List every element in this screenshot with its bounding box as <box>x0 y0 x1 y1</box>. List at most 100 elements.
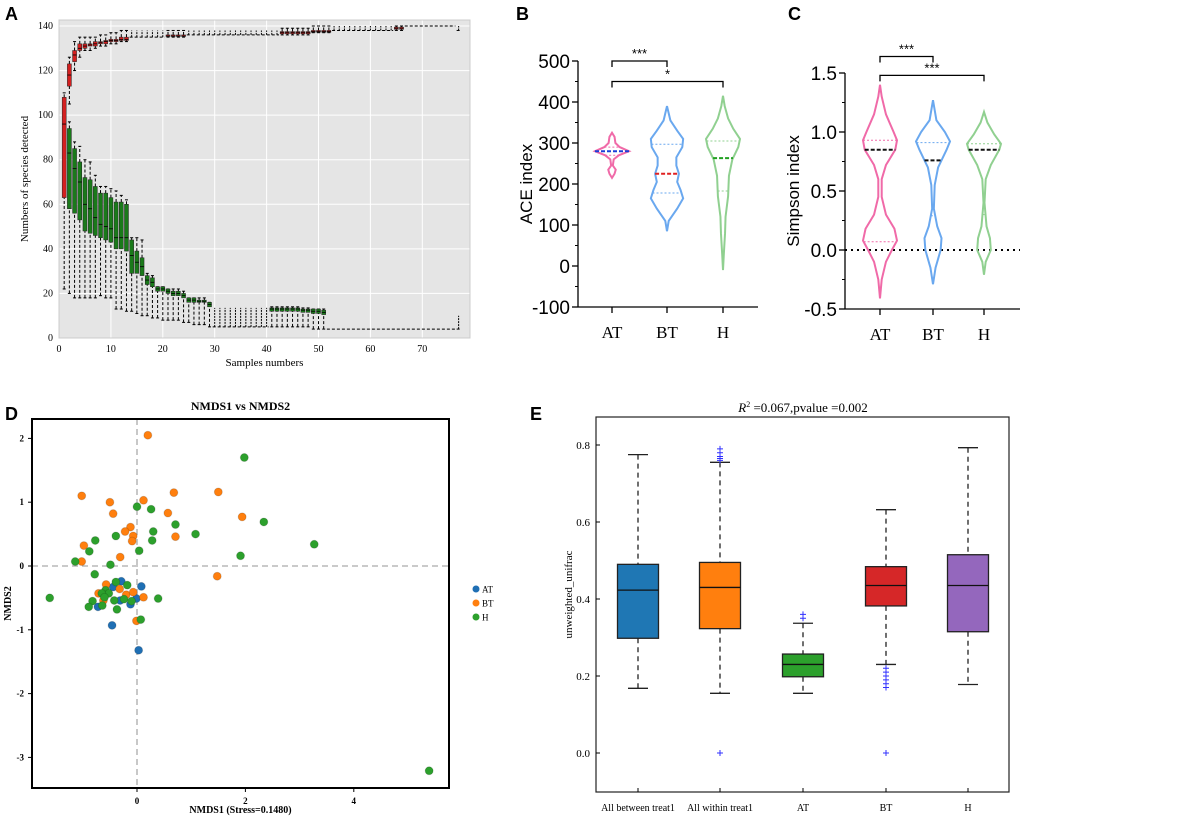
plot-background <box>59 20 470 338</box>
outlier-marker <box>883 684 889 691</box>
point-h <box>127 596 137 606</box>
x-tick-label: H <box>964 803 971 814</box>
point-bt <box>115 584 125 594</box>
box <box>93 186 98 236</box>
x-tick-label: 50 <box>314 344 324 355</box>
y-tick-label: 0 <box>20 561 25 571</box>
y-tick-label: 40 <box>43 244 53 255</box>
box <box>103 192 108 241</box>
box <box>129 239 134 274</box>
point-h <box>45 593 55 603</box>
point-h <box>111 577 121 587</box>
outlier-marker <box>717 750 723 756</box>
title-superscript: 2 <box>746 400 750 409</box>
x-axis-label: NMDS1 (Stress=0.1480) <box>189 805 291 816</box>
point-h <box>122 580 132 590</box>
box <box>295 307 300 312</box>
point-h <box>239 453 249 463</box>
title-r: R <box>737 400 746 415</box>
point-h <box>424 766 434 776</box>
y-axis-label: Numbers of species detected <box>19 115 31 242</box>
violin-bt <box>649 105 685 232</box>
box <box>61 97 67 198</box>
violin-at <box>861 84 899 299</box>
point-bt <box>212 571 222 581</box>
legend-label: H <box>482 613 489 623</box>
y-tick-label: -3 <box>17 752 25 762</box>
point-h <box>132 502 142 512</box>
significance-bracket <box>879 74 985 82</box>
panel-label: D <box>5 404 18 424</box>
point-h <box>119 594 129 604</box>
point-h <box>90 569 100 579</box>
box-2 <box>781 653 825 678</box>
point-bt <box>169 488 179 498</box>
box <box>124 204 129 252</box>
y-tick-label: 500 <box>538 52 570 73</box>
point-h <box>146 504 156 514</box>
y-tick-label: 20 <box>43 288 53 299</box>
violin-at <box>592 130 632 180</box>
point-h <box>70 557 80 567</box>
x-tick-label: H <box>717 323 729 342</box>
y-tick-label: 0 <box>559 257 570 278</box>
box <box>269 307 275 312</box>
y-tick-label: 0.5 <box>811 182 837 203</box>
point-h <box>84 602 94 612</box>
x-tick-label: 0 <box>135 796 140 806</box>
x-tick-label: BT <box>656 323 678 342</box>
box <box>124 36 129 41</box>
outlier-marker <box>800 611 806 618</box>
point-h <box>136 615 146 625</box>
legend-marker-at <box>472 585 480 593</box>
point-bt <box>108 509 118 519</box>
y-tick-label: -100 <box>532 298 570 319</box>
point-bt <box>163 508 173 518</box>
x-tick-label: 0 <box>57 344 62 355</box>
y-tick-label: -0.5 <box>804 300 837 321</box>
x-tick-label: AT <box>602 323 623 342</box>
chart-title: R2 =0.067,pvalue =0.002 <box>737 400 868 415</box>
violin-h <box>965 108 1003 275</box>
y-tick-label: -2 <box>17 689 25 699</box>
legend-marker-h <box>472 613 480 621</box>
significance-bracket <box>611 60 668 67</box>
y-tick-label: 1.0 <box>811 123 837 144</box>
box <box>113 201 119 250</box>
violin-bt <box>914 99 952 285</box>
y-tick-label: 0.0 <box>576 748 590 760</box>
box-3 <box>864 566 908 607</box>
significance-bracket <box>611 80 724 88</box>
panel-label: B <box>516 4 529 24</box>
x-tick-label: 40 <box>262 344 272 355</box>
point-bt <box>128 587 138 597</box>
y-axis-label: unweighted_unifrac <box>563 550 575 638</box>
box <box>98 192 103 238</box>
x-tick-label: BT <box>922 325 944 344</box>
y-tick-label: 0.4 <box>576 594 590 606</box>
x-tick-label: 70 <box>417 344 427 355</box>
point-h <box>111 531 121 541</box>
y-axis-label: Simpson index <box>784 135 803 247</box>
point-bt <box>77 491 87 501</box>
box-1 <box>698 561 742 630</box>
y-axis-label: ACE index <box>517 143 536 224</box>
panel-label: E <box>530 404 542 424</box>
y-tick-label: 80 <box>43 155 53 166</box>
point-h <box>236 551 246 561</box>
x-tick-label: AT <box>870 325 891 344</box>
title-statistics: =0.067,pvalue =0.002 <box>750 400 868 415</box>
y-tick-label: 0.0 <box>811 241 837 262</box>
box <box>300 308 306 313</box>
x-tick-label: BT <box>880 803 893 814</box>
point-bt <box>139 495 149 505</box>
point-bt <box>115 552 125 562</box>
x-tick-label: All between treat1 <box>601 803 675 814</box>
y-tick-label: 200 <box>538 175 570 196</box>
x-tick-label: H <box>978 325 990 344</box>
legend-label: AT <box>482 585 494 595</box>
point-h <box>259 517 269 527</box>
point-h <box>148 527 158 537</box>
